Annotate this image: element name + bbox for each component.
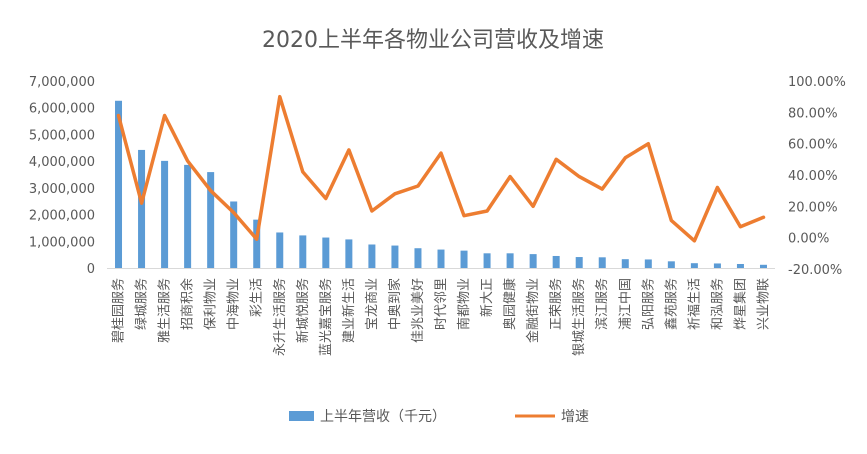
- category-label: 蓝光嘉宝服务: [318, 278, 334, 356]
- legend-label-revenue: 上半年营收（千元）: [320, 409, 446, 425]
- left-tick-label: 6,000,000: [29, 102, 95, 117]
- left-tick-label: 0: [87, 262, 95, 277]
- bar: [760, 265, 767, 268]
- left-tick-label: 1,000,000: [29, 235, 95, 250]
- category-label: 佳兆业美好: [411, 278, 426, 343]
- bar: [138, 150, 145, 268]
- category-label: 烨星集团: [732, 278, 748, 330]
- category-label: 浦江中国: [618, 278, 633, 330]
- bar: [414, 248, 421, 268]
- bar: [553, 256, 560, 268]
- bar: [461, 251, 468, 268]
- bar: [507, 253, 514, 268]
- bar-series: [115, 101, 767, 268]
- left-tick-label: 7,000,000: [29, 75, 95, 90]
- left-tick-label: 2,000,000: [29, 209, 95, 224]
- category-label: 奥园健康: [502, 278, 518, 330]
- legend-label-growth: 增速: [561, 409, 589, 425]
- left-tick-label: 4,000,000: [29, 155, 95, 170]
- chart-title: 2020上半年各物业公司营收及增速: [262, 28, 604, 53]
- category-label: 祈福生活: [687, 278, 702, 330]
- category-label: 弘阳服务: [640, 278, 656, 330]
- bar: [599, 257, 606, 268]
- right-tick-label: 100.00%: [788, 75, 846, 90]
- category-label: 时代邻里: [434, 278, 449, 330]
- bar: [299, 235, 306, 268]
- category-label: 建业新生活: [341, 278, 357, 343]
- category-label: 宝龙商业: [365, 278, 380, 330]
- bar: [691, 263, 698, 268]
- bar: [530, 254, 537, 268]
- right-tick-label: 80.00%: [788, 106, 838, 121]
- bar: [622, 259, 629, 268]
- bar: [645, 259, 652, 268]
- category-label: 新大正: [479, 278, 495, 317]
- category-label: 和泓服务: [709, 278, 725, 330]
- category-label: 滨江服务: [594, 278, 610, 330]
- bar: [484, 253, 491, 268]
- category-label: 雅生活服务: [157, 278, 173, 343]
- category-label: 碧桂园服务: [111, 278, 127, 343]
- category-label: 兴业物联: [756, 278, 771, 330]
- category-label: 南都物业: [456, 278, 472, 330]
- left-tick-label: 3,000,000: [29, 182, 95, 197]
- legend: 上半年营收（千元） 增速: [289, 409, 589, 425]
- category-label: 招商积余: [180, 278, 196, 330]
- category-label: 保利物业: [204, 278, 219, 330]
- bar: [368, 244, 375, 268]
- right-tick-label: 60.00%: [788, 138, 838, 153]
- category-labels: 碧桂园服务绿城服务雅生活服务招商积余保利物业中海物业彩生活永升生活服务新城悦服务…: [111, 278, 772, 356]
- legend-swatch-revenue: [289, 411, 314, 421]
- right-axis-ticks: -20.00% 0.00% 20.00% 40.00% 60.00% 80.00% 100.…: [788, 75, 846, 278]
- category-label: 绿城服务: [134, 278, 150, 330]
- bar: [438, 250, 445, 268]
- bar: [737, 264, 744, 268]
- category-label: 正荣服务: [548, 278, 564, 330]
- category-label: 金融街物业: [525, 278, 541, 343]
- bar: [276, 232, 283, 268]
- bar: [322, 238, 329, 268]
- category-label: 中海物业: [227, 278, 242, 330]
- category-label: 新城悦服务: [295, 278, 311, 343]
- bar: [161, 161, 168, 268]
- right-tick-label: 40.00%: [788, 169, 838, 184]
- right-tick-label: 0.00%: [788, 232, 829, 247]
- growth-line-series: [118, 97, 763, 241]
- bar: [576, 257, 583, 268]
- category-label: 彩生活: [250, 278, 265, 317]
- right-tick-label: -20.00%: [788, 263, 842, 278]
- bar: [714, 263, 721, 268]
- growth-line: [119, 97, 764, 241]
- category-label: 鑫苑服务: [663, 278, 679, 330]
- category-label: 永升生活服务: [272, 278, 288, 356]
- category-label: 中奥到家: [387, 278, 403, 330]
- bar: [391, 246, 398, 268]
- bar: [345, 239, 352, 268]
- category-label: 银城生活服务: [571, 278, 587, 356]
- left-tick-label: 5,000,000: [29, 128, 95, 143]
- bar: [668, 261, 675, 268]
- bar: [184, 165, 191, 268]
- right-tick-label: 20.00%: [788, 200, 838, 215]
- left-axis-ticks: 0 1,000,000 2,000,000 3,000,000 4,000,000 5,0…: [29, 75, 95, 277]
